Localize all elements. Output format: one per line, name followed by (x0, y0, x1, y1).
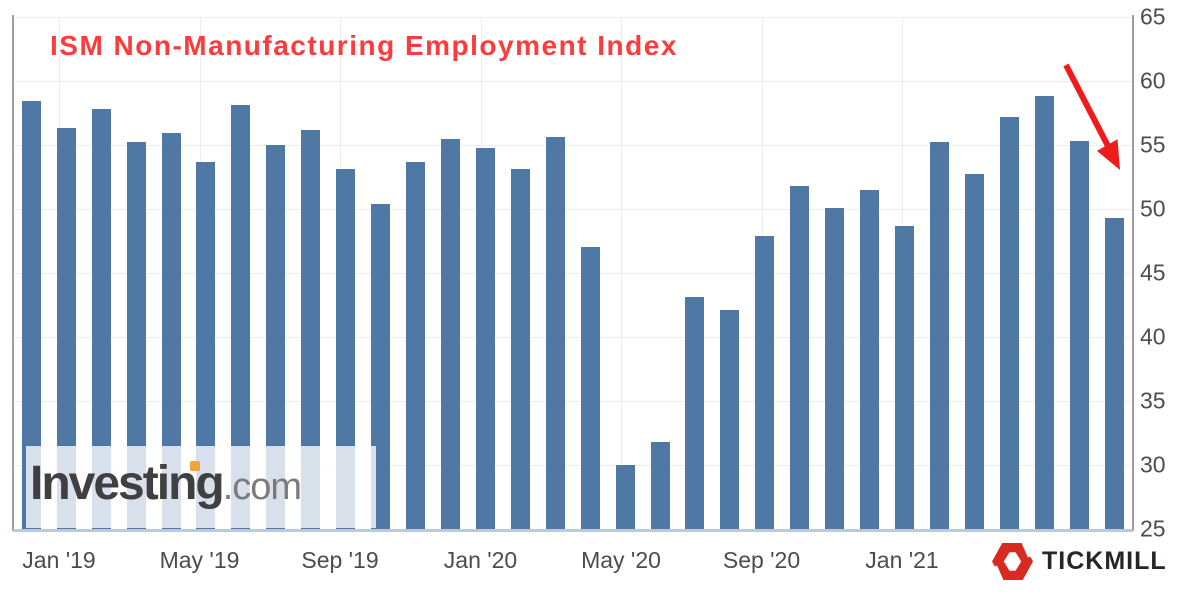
bar-May '21 (1069, 141, 1089, 529)
x-axis-label-4: Jan '20 (443, 547, 518, 573)
x-axis-label-6: Sep '20 (722, 547, 801, 573)
bar-Jan '21 (929, 142, 949, 529)
y-axis-label-50: 50 (1140, 195, 1166, 222)
investing-logo-suffix: .com (222, 466, 302, 508)
down-trend-arrow-icon (1063, 63, 1120, 170)
bar-Apr '19 (196, 161, 216, 529)
tickmill-logo-text: TICKMILL (1042, 547, 1167, 575)
gridline-y-50 (13, 209, 1133, 210)
bar-Mar '19 (161, 133, 181, 529)
bar-Feb '19 (126, 142, 146, 529)
bar-Oct '19 (406, 161, 426, 529)
y-axis-line-left (12, 15, 14, 531)
bar-Jun '19 (266, 145, 286, 529)
x-axis-label-7: Jan '21 (865, 547, 939, 573)
x-axis-label-2: May '19 (159, 547, 240, 573)
bar-Jan '19 (91, 109, 111, 529)
bar-Nov '18 (21, 101, 41, 529)
bar-Jan '20 (510, 169, 530, 529)
bar-Feb '21 (964, 174, 984, 529)
gridline-y-65 (13, 17, 1133, 18)
bar-Jun '21 (1104, 217, 1124, 529)
x-axis-label-5: May '20 (581, 547, 661, 573)
gridline-y-55 (13, 145, 1133, 146)
gridline-y-60 (13, 81, 1133, 82)
bar-Jul '19 (301, 129, 321, 529)
bar-Sep '20 (790, 185, 810, 529)
investing-watermark: Investing.com (26, 446, 376, 528)
tickmill-logo: TICKMILL (992, 541, 1167, 582)
gridline-y-40 (13, 337, 1133, 338)
bar-Dec '20 (895, 225, 915, 529)
bar-Mar '21 (999, 116, 1019, 529)
bar-Nov '19 (440, 138, 460, 529)
bar-May '19 (231, 105, 251, 529)
bar-Apr '21 (1034, 96, 1054, 529)
bar-Jul '20 (720, 310, 740, 529)
x-axis-label-1: Jan '19 (22, 547, 96, 573)
y-axis-label-65: 65 (1140, 3, 1166, 30)
y-axis-label-40: 40 (1140, 323, 1166, 350)
bar-Jun '20 (685, 297, 705, 529)
bar-May '20 (650, 441, 670, 529)
x-axis-baseline (13, 529, 1133, 532)
y-axis-label-45: 45 (1140, 259, 1166, 286)
chart-title: ISM Non-Manufacturing Employment Index (50, 30, 678, 61)
gridline-x-5 (621, 17, 622, 529)
bar-Feb '20 (545, 137, 565, 529)
y-axis-label-25: 25 (1140, 515, 1166, 542)
gridline-y-30 (13, 465, 1133, 466)
investing-logo: Investing.com (30, 456, 302, 511)
tickmill-hexagon-icon (992, 541, 1033, 582)
bar-Dec '18 (56, 128, 76, 529)
y-axis-label-30: 30 (1140, 451, 1166, 478)
y-axis-label-60: 60 (1140, 67, 1166, 94)
x-axis-label-3: Sep '19 (301, 547, 379, 573)
bar-Nov '20 (860, 189, 880, 529)
y-axis-label-35: 35 (1140, 387, 1166, 414)
bar-Mar '20 (580, 247, 600, 529)
y-axis-label-55: 55 (1140, 131, 1166, 158)
y-axis-line-right (1132, 15, 1134, 531)
bar-Aug '20 (755, 235, 775, 529)
bar-Apr '20 (615, 465, 635, 529)
bar-Dec '19 (475, 147, 495, 529)
gridline-y-45 (13, 273, 1133, 274)
investing-logo-orange-dot-icon (190, 461, 200, 471)
bar-Oct '20 (825, 207, 845, 529)
gridline-y-35 (13, 401, 1133, 402)
bar-Aug '19 (336, 169, 356, 529)
